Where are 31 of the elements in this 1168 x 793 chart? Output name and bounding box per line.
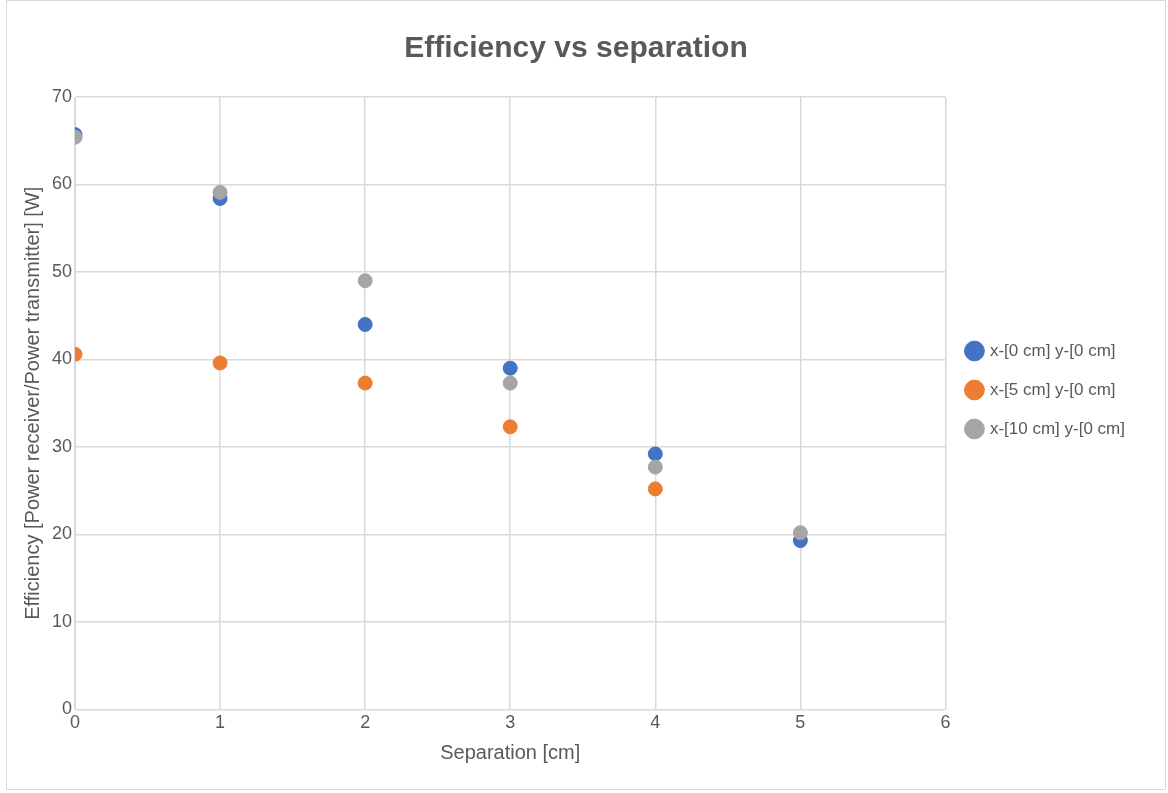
point [792,525,808,541]
chart-title: Efficiency vs separation [404,30,748,64]
x-axis-title: Separation [cm] [440,740,581,763]
legend-label: x-[0 cm] y-[0 cm] [989,340,1116,360]
point [357,316,373,332]
point [357,375,373,391]
point [502,360,518,376]
point [647,446,663,462]
y-tick-label: 60 [51,173,73,194]
point [212,355,228,371]
x-tick-label: 4 [650,712,661,733]
y-tick-label: 70 [51,85,73,106]
point [357,273,373,289]
point [647,481,663,497]
y-tick-label: 50 [51,260,73,281]
y-tick-label: 40 [51,348,73,369]
point [502,375,518,391]
x-tick-label: 1 [215,712,226,733]
legend-label: x-[5 cm] y-[0 cm] [989,379,1116,399]
x-tick-label: 5 [795,712,806,733]
x-tick-label: 3 [505,712,516,733]
legend-label: x-[10 cm] y-[0 cm] [989,418,1126,438]
y-tick-label: 20 [51,523,73,544]
y-tick-label: 10 [51,610,73,631]
y-tick-label: 30 [51,435,73,456]
x-tick-label: 6 [940,712,951,733]
point [212,184,228,200]
point [647,459,663,475]
x-tick-label: 2 [360,712,371,733]
y-axis-title: Efficiency [Power receiver/Power transmitter] [W] [20,186,43,620]
point [502,419,518,435]
